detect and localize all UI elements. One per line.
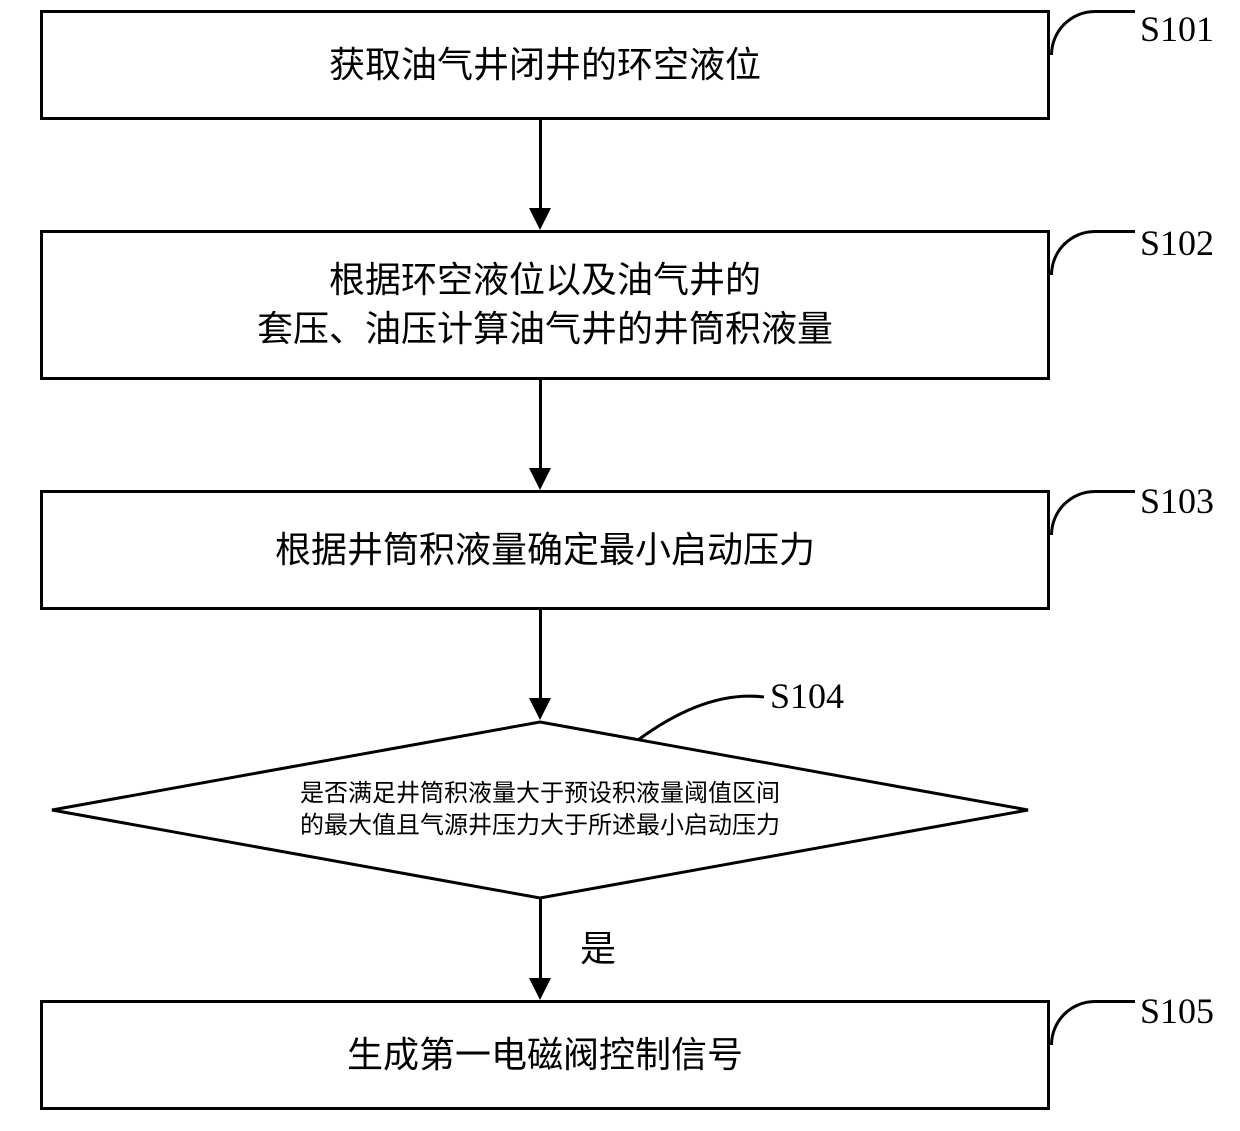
arrow-s2-s3-head [529,468,551,490]
step-s102-callout [1050,230,1135,275]
step-s101-callout [1050,10,1135,55]
arrow-s3-s4 [539,610,542,698]
arrow-s1-s2-head [529,208,551,230]
step-s104-text-l2: 的最大值且气源井压力大于所述最小启动压力 [50,810,1030,842]
step-s103-callout [1050,490,1135,535]
step-s104-text-l1: 是否满足井筒积液量大于预设积液量阈值区间 [50,778,1030,810]
arrow-s4-s5-head [529,978,551,1000]
step-s101-text: 获取油气井闭井的环空液位 [329,41,761,90]
step-s101-box: 获取油气井闭井的环空液位 [40,10,1050,120]
arrow-s3-s4-head [529,698,551,720]
step-s104-diamond: 是否满足井筒积液量大于预设积液量阈值区间 的最大值且气源井压力大于所述最小启动压… [50,720,1030,900]
step-s105-callout [1050,1000,1135,1045]
arrow-s4-s5 [539,898,542,978]
step-s102-text-l1: 根据环空液位以及油气井的 [257,256,833,305]
step-s104-text: 是否满足井筒积液量大于预设积液量阈值区间 的最大值且气源井压力大于所述最小启动压… [50,778,1030,843]
step-s105-box: 生成第一电磁阀控制信号 [40,1000,1050,1110]
step-s105-label: S105 [1140,990,1214,1032]
step-s104-label: S104 [770,675,844,717]
flowchart-canvas: 获取油气井闭井的环空液位 S101 根据环空液位以及油气井的 套压、油压计算油气… [0,0,1240,1131]
step-s103-text: 根据井筒积液量确定最小启动压力 [275,526,815,575]
step-s102-text-l2: 套压、油压计算油气井的井筒积液量 [257,305,833,354]
step-s103-label: S103 [1140,480,1214,522]
step-s102-box: 根据环空液位以及油气井的 套压、油压计算油气井的井筒积液量 [40,230,1050,380]
step-s102-label: S102 [1140,222,1214,264]
step-s104-callout [636,685,766,745]
step-s103-box: 根据井筒积液量确定最小启动压力 [40,490,1050,610]
arrow-s4-s5-label: 是 [580,920,616,972]
step-s105-text: 生成第一电磁阀控制信号 [347,1031,743,1080]
arrow-s2-s3 [539,380,542,468]
step-s101-label: S101 [1140,8,1214,50]
arrow-s1-s2 [539,120,542,208]
